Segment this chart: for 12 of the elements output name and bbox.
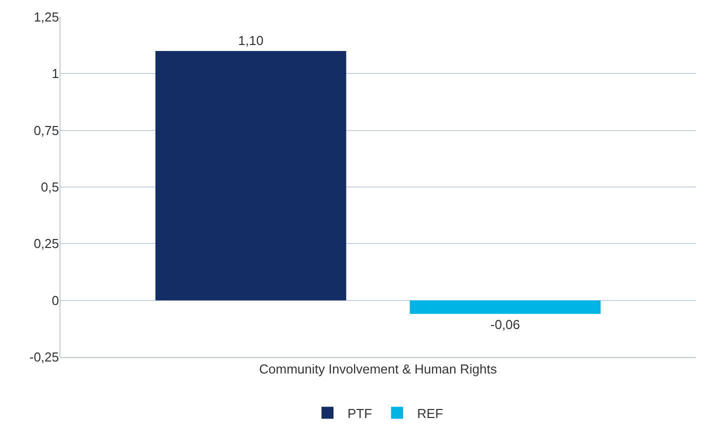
- y-tick-label: 0,75: [34, 122, 59, 138]
- legend-label: PTF: [348, 406, 372, 421]
- data-label: -0,06: [490, 316, 520, 332]
- y-tick-label: 0: [52, 292, 59, 308]
- y-tick-label: -0,25: [29, 350, 59, 365]
- data-label: 1,10: [238, 33, 264, 48]
- y-tick-label: 1,25: [34, 10, 59, 25]
- y-tick-label: 0,5: [40, 180, 59, 195]
- legend-label: REF: [417, 406, 444, 421]
- y-tick-label: 1: [52, 66, 59, 82]
- y-tick-label: 0,25: [34, 236, 59, 252]
- x-tick-label: Community Involvement & Human Rights: [259, 362, 498, 377]
